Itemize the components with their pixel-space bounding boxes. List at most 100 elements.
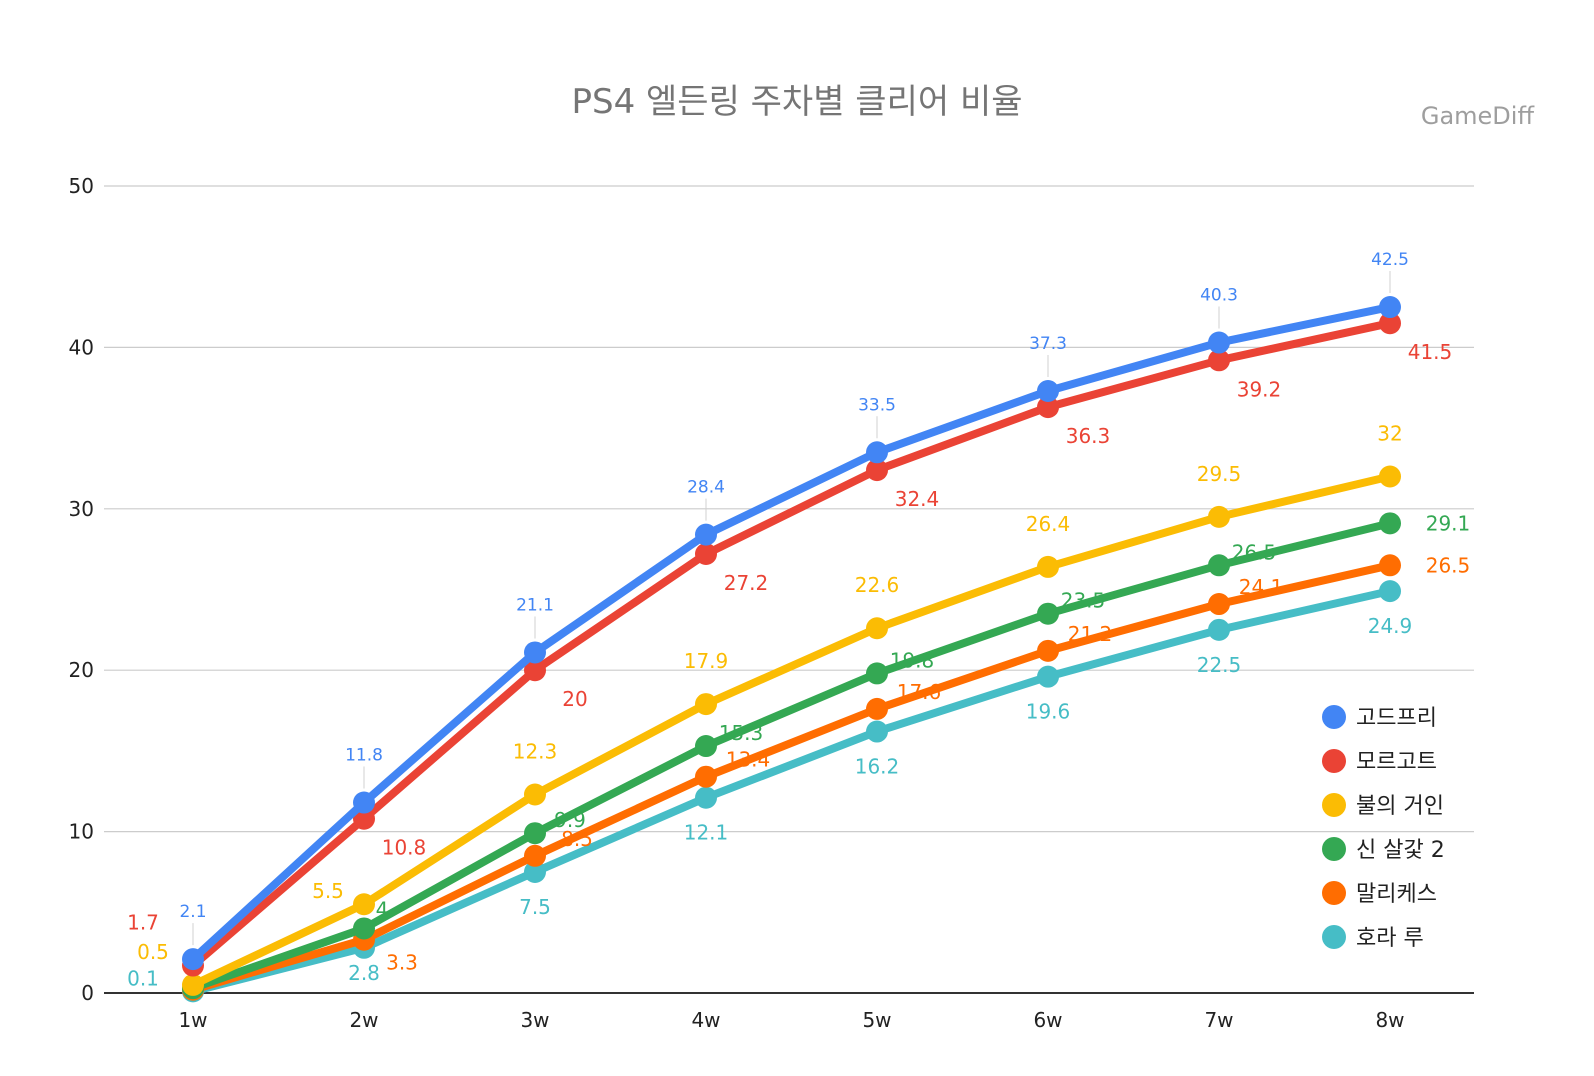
legend-label: 모르고트: [1356, 750, 1437, 775]
data-point: [1208, 593, 1230, 616]
x-tick-label: 1w: [178, 1008, 207, 1032]
data-label: 21.1: [516, 595, 554, 615]
data-point: [1037, 396, 1059, 419]
data-point: [524, 641, 546, 664]
data-label: 42.5: [1371, 250, 1409, 270]
data-point: [1208, 618, 1230, 641]
data-point: [1037, 665, 1059, 688]
legend-marker: [1322, 749, 1346, 773]
data-point: [353, 893, 375, 916]
y-tick-label: 0: [81, 981, 94, 1005]
data-label: 2.8: [348, 961, 380, 985]
data-label: 16.2: [855, 755, 900, 779]
series-line-4: [189, 561, 1394, 994]
data-point: [182, 973, 204, 996]
data-label: 4: [376, 897, 389, 921]
data-label: 32.4: [895, 487, 940, 511]
data-point: [1379, 465, 1401, 488]
legend-marker: [1322, 925, 1346, 949]
data-point: [866, 617, 888, 640]
data-label: 26.4: [1026, 512, 1071, 536]
data-point: [524, 860, 546, 883]
data-point: [1208, 554, 1230, 577]
y-tick-label: 20: [69, 658, 94, 682]
data-label: 19.6: [1026, 700, 1071, 724]
data-label: 23.5: [1061, 589, 1106, 613]
data-point: [866, 441, 888, 464]
data-point: [1037, 555, 1059, 578]
data-point: [1379, 512, 1401, 535]
data-label: 9.9: [554, 808, 586, 832]
y-tick-label: 50: [69, 174, 94, 198]
data-label: 3.3: [386, 951, 418, 975]
legend-marker: [1322, 881, 1346, 905]
data-point: [1379, 296, 1401, 319]
data-label: 1.7: [127, 911, 159, 935]
data-point: [1379, 312, 1401, 335]
data-point: [695, 786, 717, 809]
x-tick-label: 6w: [1033, 1008, 1062, 1032]
series-line-1: [189, 319, 1394, 970]
data-point: [866, 697, 888, 720]
data-point: [353, 917, 375, 940]
data-point: [866, 720, 888, 743]
data-label: 27.2: [724, 571, 769, 595]
data-point: [524, 822, 546, 845]
data-point: [1037, 602, 1059, 625]
legend-label: 고드프리: [1356, 706, 1437, 731]
data-label: 11.8: [345, 746, 383, 766]
data-label: 24.9: [1368, 614, 1413, 638]
data-label: 17.6: [897, 680, 942, 704]
data-label: 7.5: [519, 895, 551, 919]
data-label: 8.5: [561, 827, 593, 851]
legend-marker: [1322, 837, 1346, 861]
data-point: [182, 948, 204, 971]
legend-label: 호라 루: [1356, 926, 1424, 951]
x-tick-label: 7w: [1204, 1008, 1233, 1032]
data-label: 10.8: [382, 836, 427, 860]
series-line-0: [189, 303, 1394, 964]
data-label: 13.4: [726, 748, 771, 772]
data-label: 0.1: [127, 966, 159, 990]
data-label: 29.1: [1426, 511, 1471, 535]
series-line-3: [189, 519, 1394, 993]
data-point: [1379, 554, 1401, 577]
legend-label: 신 살갗 2: [1356, 838, 1445, 863]
data-label: 41.5: [1408, 340, 1453, 364]
data-label: 0.5: [137, 940, 169, 964]
x-tick-label: 4w: [691, 1008, 720, 1032]
data-label: 39.2: [1237, 377, 1282, 401]
chart-title: PS4 엘든링 주차별 클리어 비율: [571, 82, 1023, 122]
data-label: 26.5: [1426, 553, 1471, 577]
data-point: [695, 693, 717, 716]
data-label: 26.5: [1232, 540, 1277, 564]
data-point: [524, 783, 546, 806]
x-tick-label: 8w: [1375, 1008, 1404, 1032]
x-tick-label: 5w: [862, 1008, 891, 1032]
data-label: 37.3: [1029, 334, 1067, 354]
data-point: [695, 523, 717, 546]
data-point: [1208, 349, 1230, 372]
data-point: [866, 459, 888, 482]
data-point: [866, 662, 888, 685]
data-point: [1208, 331, 1230, 354]
data-label: 22.5: [1197, 653, 1242, 677]
data-label: 15.3: [719, 721, 764, 745]
data-point: [1379, 580, 1401, 603]
data-point: [695, 735, 717, 758]
data-label: 2.1: [179, 902, 206, 922]
data-point: [1037, 639, 1059, 662]
series-line-2: [189, 472, 1394, 989]
data-label: 17.9: [684, 649, 729, 673]
data-point: [695, 542, 717, 565]
series-line-5: [189, 587, 1394, 996]
data-point: [524, 844, 546, 867]
data-point: [1037, 379, 1059, 402]
y-tick-label: 40: [69, 335, 94, 359]
data-point: [1208, 505, 1230, 528]
y-tick-label: 30: [69, 497, 94, 521]
y-tick-label: 10: [69, 820, 94, 844]
data-label: 28.4: [687, 478, 725, 498]
data-label: 19.8: [890, 648, 935, 672]
